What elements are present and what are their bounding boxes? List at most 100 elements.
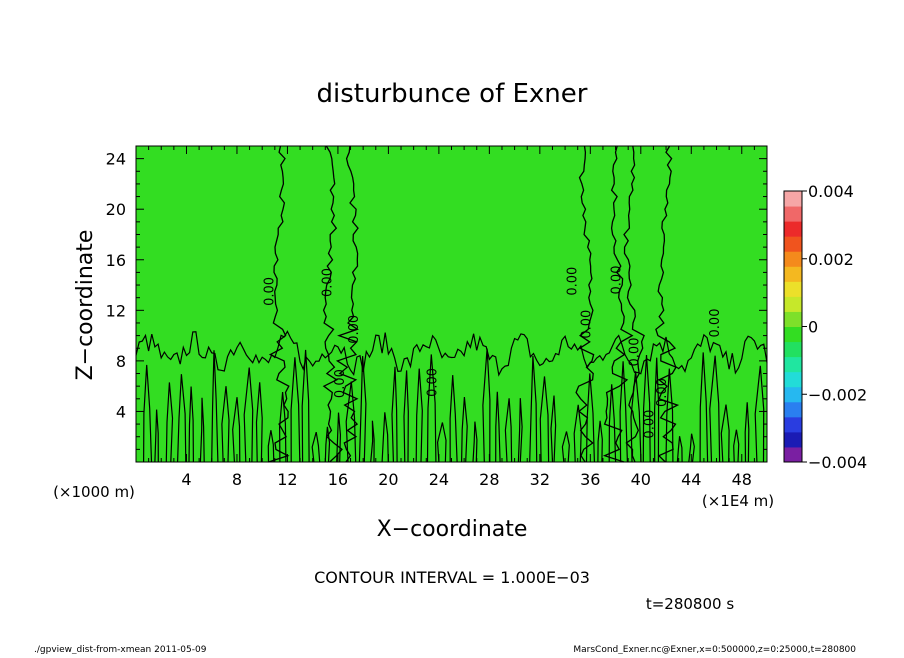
contour-line (495, 391, 501, 463)
contour-line (744, 402, 750, 463)
contour-line (608, 384, 617, 463)
contour-line (403, 370, 409, 463)
contour-line (655, 145, 680, 463)
contour-line (232, 397, 241, 463)
chart-title: disturbunce of Exner (317, 79, 588, 109)
contour-label: 0.00 (579, 310, 594, 339)
contour-line (301, 349, 310, 463)
contour-line (177, 374, 187, 463)
contour-line (370, 420, 375, 463)
contour-line (688, 433, 695, 463)
contour-label: 0.00 (425, 368, 440, 397)
contour-label: 0.00 (333, 369, 348, 398)
colorbar-segment (784, 341, 802, 358)
contour-line (278, 392, 287, 463)
contour-label: 0.00 (347, 315, 362, 344)
contour-line (415, 368, 423, 463)
contour-line (267, 430, 275, 463)
x-tick-label: 20 (378, 470, 398, 489)
contour-line (243, 367, 254, 463)
colorbar-segment (784, 446, 802, 463)
contour-labels: 0.00 0.00 0.00 0.00 0.00 0.00 0.00 0.00 0.00 0.00… (263, 266, 723, 439)
contour-line (619, 361, 628, 463)
contour-line (709, 355, 721, 463)
contour-line (345, 381, 357, 463)
colorbar-segment (784, 311, 802, 327)
colorbar-tick-label: −0.004 (808, 453, 867, 472)
contour-line (561, 431, 570, 463)
colorbar-segment (784, 206, 802, 222)
x-tick-label: 40 (631, 470, 651, 489)
contour-line (381, 412, 389, 463)
contour-line (602, 145, 634, 463)
contour-line (199, 397, 205, 463)
contour-label: 0.00 (627, 338, 642, 367)
contour-line (311, 431, 321, 463)
contour-line (358, 356, 367, 463)
colorbar-segment (784, 326, 802, 343)
y-tick-label: 16 (106, 251, 126, 270)
contour-line (575, 145, 595, 463)
contour-label: 0.00 (263, 277, 278, 306)
contour-line (472, 421, 478, 463)
footer-left: ./gpview_dist-from-xmean 2011-05-09 (34, 645, 207, 654)
y-tick-label: 12 (106, 301, 126, 320)
contour-line (754, 365, 765, 463)
x-tick-label: 44 (681, 470, 701, 489)
colorbar: 0.004 0.002 0 −0.002 −0.004 (783, 182, 867, 472)
contour-line (154, 409, 159, 463)
time-label: t=280800 s (646, 595, 734, 613)
contour-line (165, 382, 174, 463)
x-tick-label: 24 (429, 470, 449, 489)
colorbar-segment (784, 356, 802, 373)
contour-line (322, 145, 343, 463)
x-axis-title: X−coordinate (377, 517, 528, 542)
contour-line (449, 375, 458, 463)
x-tick-label: 36 (580, 470, 600, 489)
contour-line (653, 357, 660, 463)
colorbar-tick-label: 0.002 (808, 250, 854, 269)
contour-line (517, 398, 523, 463)
contour-line (211, 350, 219, 463)
y-tick-label: 8 (116, 352, 126, 371)
contour-line (221, 386, 230, 463)
contour-line (188, 386, 194, 463)
x-tick-label: 4 (181, 470, 191, 489)
x-tick-label: 48 (732, 470, 752, 489)
colorbar-segment (784, 296, 802, 312)
colorbar-segment (784, 191, 802, 207)
colorbar-segment (784, 281, 802, 297)
contour-line (135, 330, 768, 377)
x-tick-label: 8 (232, 470, 242, 489)
contour-line (290, 357, 301, 463)
x-tick-label: 28 (479, 470, 499, 489)
contour-line (426, 354, 437, 463)
colorbar-tick-label: 0 (808, 318, 818, 337)
contour-line (336, 412, 342, 463)
y-tick-label: 20 (106, 200, 126, 219)
contour-line (642, 354, 651, 463)
contour-line (324, 426, 331, 463)
contour-lines (135, 145, 768, 463)
colorbar-segment (784, 221, 802, 237)
contour-line (720, 404, 730, 463)
colorbar-segment (784, 236, 802, 252)
contour-label: 0.00 (708, 309, 723, 338)
contour-line (436, 422, 447, 463)
x-tick-label: 32 (530, 470, 550, 489)
contour-line (268, 145, 290, 463)
colorbar-tick-label: −0.002 (808, 385, 867, 404)
x-tick-label: 12 (277, 470, 297, 489)
contour-line (630, 371, 642, 463)
contour-line (335, 145, 359, 463)
contour-line (665, 368, 674, 463)
contour-line (699, 352, 709, 463)
contour-line (391, 366, 398, 463)
x-tick-label: 16 (328, 470, 348, 489)
contour-label: 0.00 (565, 267, 580, 296)
contour-line (676, 436, 683, 463)
colorbar-segment (784, 401, 802, 418)
contour-label: 0.00 (610, 266, 625, 295)
contour-line (255, 382, 263, 463)
